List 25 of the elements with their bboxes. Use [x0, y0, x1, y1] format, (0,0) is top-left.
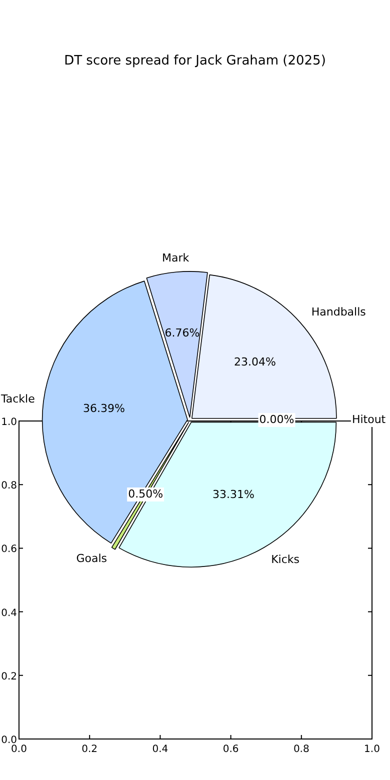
text: 0.6: [1, 544, 17, 556]
text: 0.4: [152, 744, 168, 755]
data-label: 23.04%: [234, 355, 276, 368]
text: 0.4: [1, 608, 17, 619]
text: 0.8: [1, 480, 17, 492]
text: 0.0: [11, 744, 27, 755]
text: 0.0: [1, 735, 17, 746]
text: 1.0: [364, 744, 380, 755]
chart-title: DT score spread for Jack Graham (2025): [64, 53, 326, 68]
text: 0.2: [82, 744, 98, 755]
data-label: 6.76%: [164, 326, 200, 340]
slice-label: Handballs: [311, 306, 366, 319]
slice-label: Tackle: [0, 392, 36, 406]
slice-label: Mark: [162, 252, 190, 265]
text: 1.0: [1, 417, 17, 428]
text: 0.2: [1, 671, 17, 682]
text: 0.6: [222, 744, 239, 755]
data-label: 36.39%: [82, 402, 125, 415]
data-label: 33.31%: [212, 488, 254, 501]
text: 0.8: [293, 744, 310, 755]
slice-label: Goals: [76, 552, 108, 565]
slice-label: Kicks: [271, 553, 300, 566]
category-label: Hitout: [352, 412, 386, 426]
text: 0.00%: [259, 412, 294, 426]
data-label: 0.50%: [128, 487, 164, 500]
